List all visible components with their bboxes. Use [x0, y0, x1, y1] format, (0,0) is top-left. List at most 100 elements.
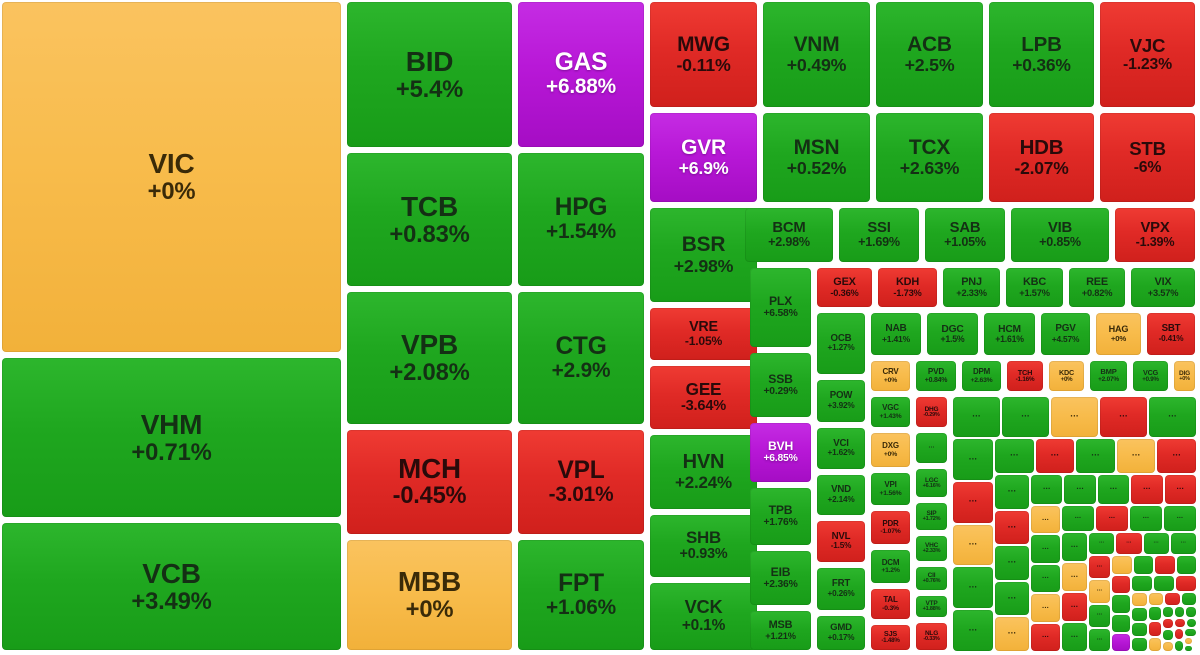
mosaic-tile[interactable]: ··· — [1089, 580, 1110, 603]
mosaic-tile[interactable] — [1186, 607, 1196, 617]
tile-VCG[interactable]: VCG +0.9% — [1133, 361, 1168, 391]
mosaic-tile[interactable] — [1132, 623, 1147, 636]
tile-DXG[interactable]: DXG +0% — [871, 433, 910, 467]
mosaic-tile[interactable] — [1163, 607, 1173, 617]
mosaic-tile[interactable] — [1175, 619, 1185, 627]
mosaic-tile[interactable] — [1163, 619, 1173, 629]
tile-CII[interactable]: CII +0.76% — [916, 567, 947, 590]
mosaic-tile[interactable]: ··· — [995, 546, 1029, 580]
tile-MSN[interactable]: MSN +0.52% — [763, 113, 870, 202]
mosaic-tile[interactable] — [1185, 645, 1192, 651]
tile-GEX[interactable]: GEX -0.36% — [817, 268, 872, 307]
tile-VCK[interactable]: VCK +0.1% — [650, 583, 757, 650]
tile-VGC[interactable]: VGC +1.43% — [871, 397, 910, 427]
tile-PDR[interactable]: PDR -1.07% — [871, 511, 910, 544]
tile-DCM[interactable]: DCM +1.2% — [871, 550, 910, 583]
mosaic-tile[interactable]: ··· — [995, 581, 1029, 616]
tile-NAB[interactable]: NAB +1.41% — [871, 313, 921, 355]
mosaic-tile[interactable]: ··· — [995, 617, 1029, 651]
tile-TPB[interactable]: TPB +1.76% — [750, 488, 811, 545]
tile-EIB[interactable]: EIB +2.36% — [750, 551, 811, 605]
tile-HCM[interactable]: HCM +1.61% — [984, 313, 1035, 355]
tile-FPT[interactable]: FPT +1.06% — [518, 540, 644, 650]
tile-LGC[interactable]: LGC +6.16% — [916, 469, 947, 497]
tile-DHG[interactable]: DHG -0.29% — [916, 397, 947, 427]
tile-OCB[interactable]: OCB +1.27% — [817, 313, 865, 374]
mosaic-tile[interactable]: ··· — [1031, 564, 1060, 593]
mosaic-tile[interactable]: ··· — [953, 610, 993, 651]
tile-SIP[interactable]: SIP +1.72% — [916, 503, 947, 530]
tile-VPL[interactable]: VPL -3.01% — [518, 430, 644, 534]
mosaic-tile[interactable] — [1186, 619, 1196, 627]
tile-DPM[interactable]: DPM +2.63% — [962, 361, 1001, 391]
mosaic-tile[interactable] — [1132, 576, 1152, 591]
mosaic-tile[interactable] — [1174, 607, 1185, 617]
tile-VPB[interactable]: VPB +2.08% — [347, 292, 512, 424]
tile-SJS[interactable]: SJS -1.48% — [871, 625, 910, 650]
tile-VPI[interactable]: VPI +1.56% — [871, 473, 910, 505]
mosaic-tile[interactable]: ··· — [1031, 594, 1060, 622]
mosaic-tile[interactable]: ··· — [1035, 439, 1075, 473]
mosaic-tile[interactable]: ··· — [1157, 439, 1196, 473]
tile-SAB[interactable]: SAB +1.05% — [925, 208, 1005, 262]
mosaic-tile[interactable] — [1112, 576, 1130, 594]
mosaic-tile[interactable]: ··· — [1062, 533, 1087, 561]
mosaic-tile[interactable] — [1155, 556, 1175, 574]
tile-VND[interactable]: VND +2.14% — [817, 475, 865, 515]
mosaic-tile[interactable]: ··· — [953, 567, 993, 609]
tile-TCB[interactable]: TCB +0.83% — [347, 153, 512, 286]
tile-BMP[interactable]: BMP +2.07% — [1090, 361, 1127, 391]
mosaic-tile[interactable] — [1176, 556, 1196, 574]
tile-VRE[interactable]: VRE -1.05% — [650, 308, 757, 360]
tile-BCM[interactable]: BCM +2.98% — [745, 208, 833, 262]
tile-dots[interactable]: ··· — [916, 433, 947, 463]
mosaic-tile[interactable] — [1175, 629, 1183, 639]
mosaic-tile[interactable]: ··· — [1164, 475, 1196, 504]
mosaic-tile[interactable] — [1149, 593, 1164, 605]
tile-CRV[interactable]: CRV +0% — [871, 361, 910, 391]
mosaic-tile[interactable]: ··· — [1149, 397, 1196, 437]
tile-FRT[interactable]: FRT +0.26% — [817, 568, 865, 610]
tile-VJC[interactable]: VJC -1.23% — [1100, 2, 1195, 107]
mosaic-tile[interactable]: ··· — [995, 439, 1034, 473]
tile-ACB[interactable]: ACB +2.5% — [876, 2, 983, 107]
tile-VPX[interactable]: VPX -1.39% — [1115, 208, 1195, 262]
tile-SBT[interactable]: SBT -0.41% — [1147, 313, 1195, 355]
tile-REE[interactable]: REE +0.82% — [1069, 268, 1125, 307]
tile-TCX[interactable]: TCX +2.63% — [876, 113, 983, 202]
tile-BID[interactable]: BID +5.4% — [347, 2, 512, 147]
mosaic-tile[interactable]: ··· — [1143, 533, 1169, 554]
mosaic-tile[interactable] — [1132, 593, 1147, 606]
mosaic-tile[interactable]: ··· — [1089, 533, 1115, 554]
tile-HAG[interactable]: HAG +0% — [1096, 313, 1141, 355]
tile-STB[interactable]: STB -6% — [1100, 113, 1195, 202]
mosaic-tile[interactable]: ··· — [1062, 506, 1094, 531]
mosaic-tile[interactable] — [1133, 556, 1153, 574]
mosaic-tile[interactable]: ··· — [1076, 439, 1115, 473]
mosaic-tile[interactable] — [1175, 641, 1183, 651]
mosaic-tile[interactable]: ··· — [1062, 623, 1087, 651]
mosaic-tile[interactable]: ··· — [1131, 475, 1163, 504]
tile-POW[interactable]: POW +3.92% — [817, 380, 865, 422]
tile-MSB[interactable]: MSB +1.21% — [750, 611, 811, 650]
mosaic-tile[interactable] — [1112, 614, 1130, 632]
tile-GEE[interactable]: GEE -3.64% — [650, 366, 757, 429]
mosaic-tile[interactable]: ··· — [953, 439, 993, 480]
mosaic-tile[interactable]: ··· — [1089, 604, 1110, 627]
mosaic-tile[interactable]: ··· — [995, 475, 1029, 509]
mosaic-tile[interactable] — [1154, 576, 1174, 591]
mosaic-tile[interactable]: ··· — [1089, 628, 1110, 651]
tile-VCI[interactable]: VCI +1.62% — [817, 428, 865, 469]
tile-PNJ[interactable]: PNJ +2.33% — [943, 268, 1000, 307]
tile-NLG[interactable]: NLG -0.33% — [916, 623, 947, 650]
tile-KDC[interactable]: KDC +0% — [1049, 361, 1084, 391]
mosaic-tile[interactable] — [1112, 633, 1130, 651]
tile-GAS[interactable]: GAS +6.88% — [518, 2, 644, 147]
mosaic-tile[interactable] — [1165, 593, 1180, 605]
mosaic-tile[interactable]: ··· — [1164, 506, 1196, 531]
mosaic-tile[interactable]: ··· — [1116, 533, 1142, 554]
tile-VTP[interactable]: VTP +1.88% — [916, 596, 947, 617]
mosaic-tile[interactable] — [1132, 608, 1147, 621]
mosaic-tile[interactable] — [1176, 576, 1196, 591]
mosaic-tile[interactable]: ··· — [1100, 397, 1147, 437]
